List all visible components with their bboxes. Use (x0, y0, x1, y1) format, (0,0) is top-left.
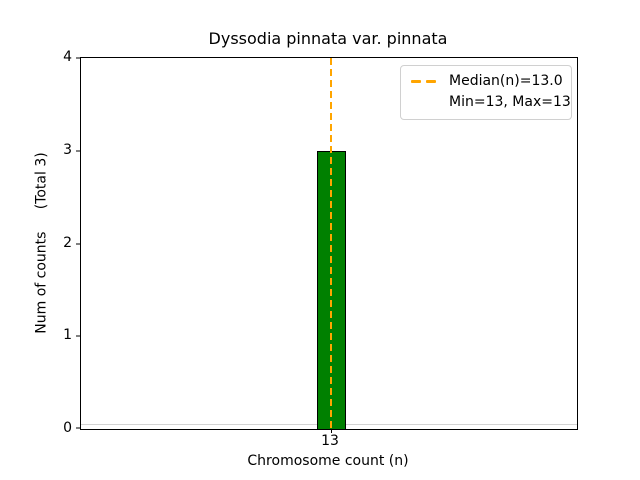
y-tick-label: 3 (63, 141, 72, 158)
legend-median-label: Median(n)=13.0 (449, 73, 563, 89)
chart-title: Dyssodia pinnata var. pinnata (208, 29, 448, 48)
x-axis-label: Chromosome count (n) (247, 453, 409, 469)
y-tick-label: 1 (63, 327, 72, 344)
y-tick-label: 4 (63, 49, 72, 65)
y-tick-label: 2 (63, 234, 72, 251)
y-tick-mark (76, 150, 80, 152)
y-tick-mark (76, 427, 80, 429)
x-tick-mark (331, 429, 332, 433)
median-dash-swatch-icon (411, 80, 438, 83)
y-tick-mark (76, 335, 80, 337)
legend-median-row: Median(n)=13.0 (411, 71, 563, 92)
median-dashed-line (330, 58, 332, 429)
plot-area: Median(n)=13.0 Min=13, Max=13 (76, 57, 578, 433)
legend: Median(n)=13.0 Min=13, Max=13 (400, 65, 572, 120)
y-tick-label: 0 (63, 420, 72, 436)
y-tick-mark (76, 243, 80, 244)
x-tick-label: 13 (321, 433, 339, 449)
legend-minmax-row: Min=13, Max=13 (411, 92, 571, 113)
y-tick-mark (76, 57, 80, 59)
legend-minmax-label: Min=13, Max=13 (449, 94, 571, 110)
